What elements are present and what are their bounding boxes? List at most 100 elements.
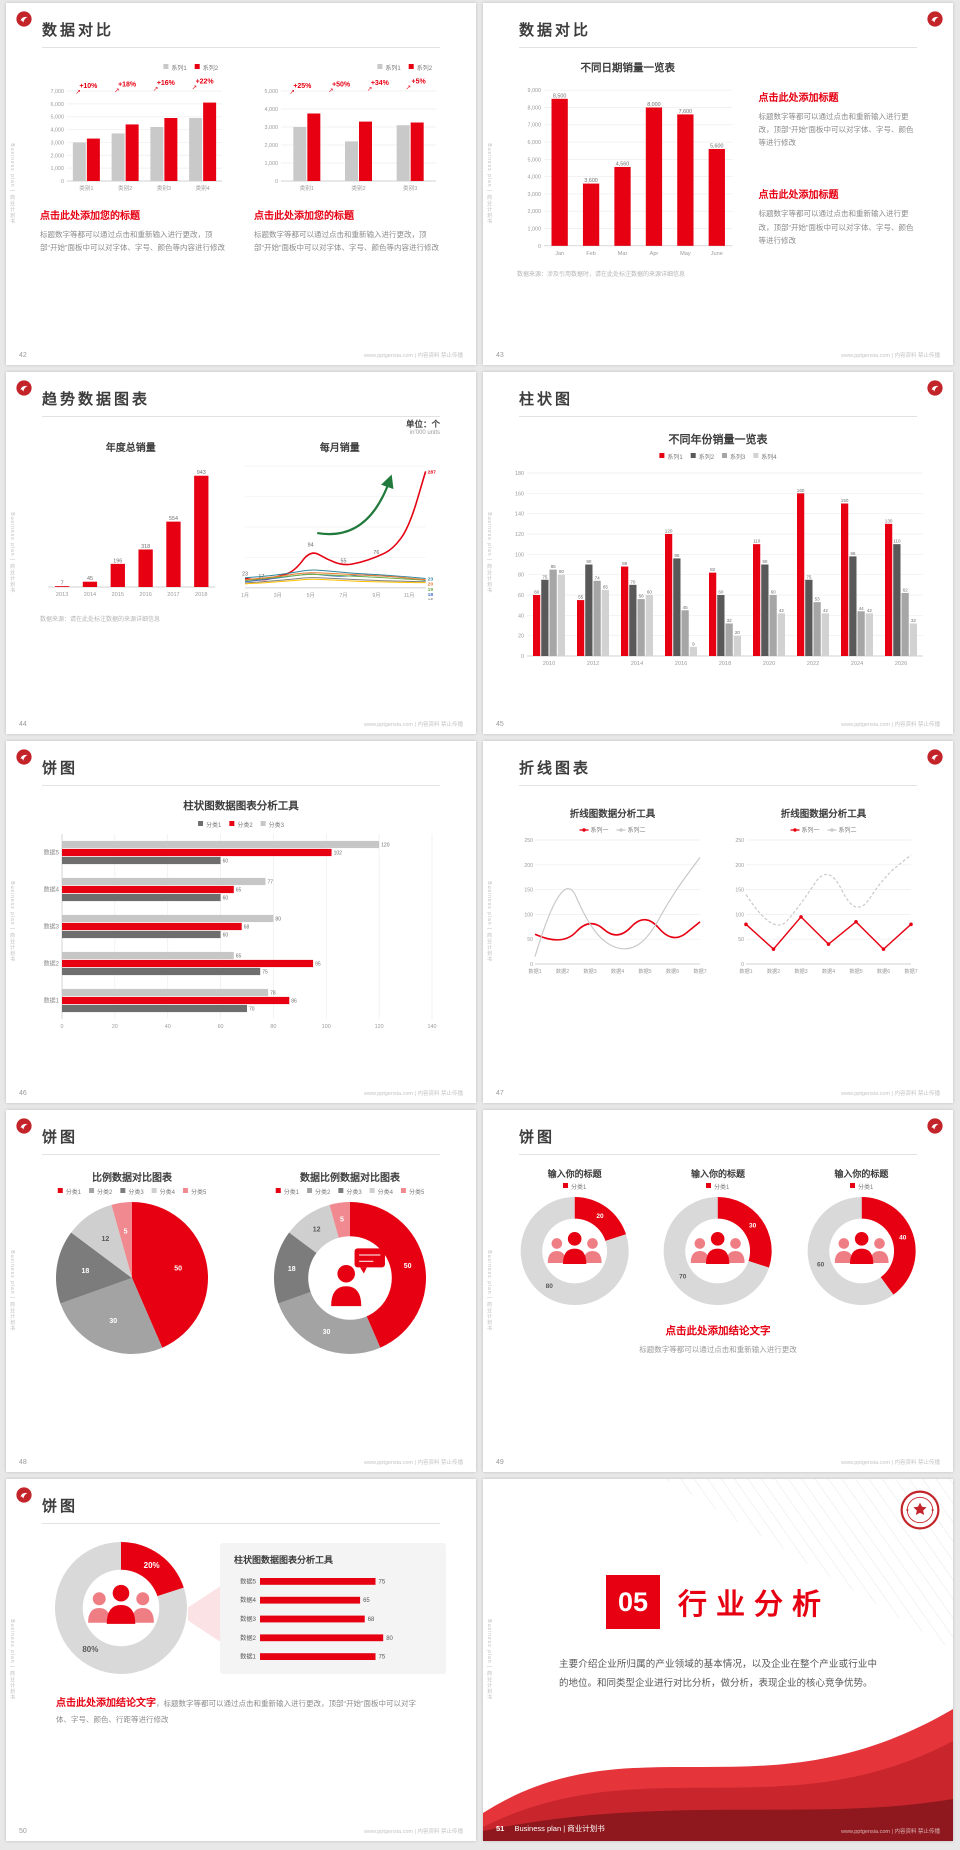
svg-text:2022: 2022 bbox=[807, 661, 819, 667]
svg-text:42: 42 bbox=[867, 608, 873, 613]
donut-chart-3: 分类1 40 60 bbox=[796, 1181, 927, 1309]
svg-text:85: 85 bbox=[551, 564, 557, 569]
svg-text:0: 0 bbox=[741, 962, 744, 968]
grouped-column-chart: 系列1 系列2 系列3 系列4 0 20 40 60 80 100 120 140 160 180 2010… bbox=[507, 451, 929, 669]
slide-title: 饼图 bbox=[42, 1498, 79, 1515]
svg-text:23: 23 bbox=[428, 577, 434, 583]
svg-text:+22%: +22% bbox=[196, 79, 215, 86]
svg-text:数据3: 数据3 bbox=[44, 923, 60, 931]
slide-45[interactable]: Business plan | 商业计划书 柱状图 不同年份销量一览表 系列1 系… bbox=[483, 372, 953, 734]
slide-number: 46 bbox=[19, 1090, 27, 1097]
slide-title: 饼图 bbox=[42, 1129, 79, 1146]
brand-logo-icon bbox=[16, 380, 32, 396]
svg-text:数据3: 数据3 bbox=[240, 1615, 256, 1623]
svg-text:2018: 2018 bbox=[719, 661, 731, 667]
data-source-note: 数据来源：涉及引用数据时，请在此处标注数据的来源详细信息 bbox=[517, 272, 686, 278]
donut-chart-1: 分类1 20 80 bbox=[509, 1181, 640, 1309]
caption-title: 点击此处添加您的标题 bbox=[254, 211, 354, 222]
svg-text:↗: ↗ bbox=[192, 85, 197, 92]
svg-text:0: 0 bbox=[61, 179, 64, 185]
svg-text:70: 70 bbox=[630, 579, 636, 584]
svg-text:86: 86 bbox=[291, 998, 297, 1004]
svg-text:150: 150 bbox=[735, 888, 744, 894]
svg-text:数据4: 数据4 bbox=[44, 886, 60, 894]
svg-text:0: 0 bbox=[538, 244, 541, 250]
svg-text:2026: 2026 bbox=[895, 661, 907, 667]
slide-49[interactable]: Business plan | 商业计划书 饼图 输入你的标题 分类1 20 80 … bbox=[483, 1110, 953, 1472]
slide-header: 数据对比 bbox=[519, 19, 917, 48]
svg-text:19: 19 bbox=[428, 587, 434, 593]
svg-text:140: 140 bbox=[428, 1024, 437, 1030]
svg-text:分类2: 分类2 bbox=[315, 1188, 331, 1196]
svg-text:45: 45 bbox=[683, 605, 689, 610]
slide-44[interactable]: Business plan | 商业计划书 趋势数据图表 单位：个 in'000… bbox=[6, 372, 476, 734]
svg-text:56: 56 bbox=[639, 594, 645, 599]
svg-text:↗: ↗ bbox=[75, 89, 80, 96]
svg-text:系列一: 系列一 bbox=[591, 826, 609, 834]
svg-text:65: 65 bbox=[363, 1598, 370, 1604]
chart-title: 不同年份销量一览表 bbox=[668, 434, 768, 446]
svg-text:数据2: 数据2 bbox=[767, 967, 780, 975]
svg-text:100: 100 bbox=[322, 1024, 331, 1030]
slide-50[interactable]: Business plan | 商业计划书 饼图 20% 80% 柱状图数据图表分… bbox=[6, 1479, 476, 1841]
svg-text:70: 70 bbox=[249, 1006, 255, 1012]
svg-text:分类3: 分类3 bbox=[346, 1188, 362, 1196]
svg-text:45: 45 bbox=[87, 576, 93, 582]
line-chart-right: 系列一 系列二 0 50 100 150 200 250 数据1 数据2 数据3 数据4 数据5 数据6 数… bbox=[728, 824, 919, 976]
svg-text:8,000: 8,000 bbox=[647, 102, 660, 108]
svg-text:数据5: 数据5 bbox=[849, 967, 862, 975]
svg-text:30: 30 bbox=[749, 1223, 757, 1230]
svg-text:90: 90 bbox=[586, 559, 592, 564]
svg-text:系列4: 系列4 bbox=[761, 453, 777, 461]
brand-logo-icon bbox=[927, 1118, 943, 1134]
red-wave-decor bbox=[483, 1709, 953, 1841]
slide-51[interactable]: Business plan | 商业计划书 05 行业分析 主要介绍企业所归属的… bbox=[483, 1479, 953, 1841]
svg-text:55: 55 bbox=[578, 595, 584, 600]
svg-text:5: 5 bbox=[124, 1228, 128, 1235]
svg-text:68: 68 bbox=[368, 1617, 375, 1623]
svg-text:110: 110 bbox=[753, 539, 761, 544]
svg-text:98: 98 bbox=[850, 551, 856, 556]
svg-text:2,000: 2,000 bbox=[265, 143, 279, 149]
slide-46[interactable]: Business plan | 商业计划书 饼图 柱状图数据图表分析工具 分类1… bbox=[6, 741, 476, 1103]
svg-text:数据3: 数据3 bbox=[583, 967, 596, 975]
svg-text:40: 40 bbox=[899, 1235, 907, 1242]
svg-text:7,000: 7,000 bbox=[51, 89, 65, 95]
slide-48[interactable]: Business plan | 商业计划书 饼图 比例数据对比图表 分类1 分类2… bbox=[6, 1110, 476, 1472]
svg-text:2016: 2016 bbox=[139, 592, 151, 598]
slide-42[interactable]: Business plan | 商业计划书 数据对比 系列1 系列2 0 1,000 2… bbox=[6, 3, 476, 365]
svg-text:120: 120 bbox=[381, 842, 390, 848]
sidebar-vertical-text: Business plan | 商业计划书 bbox=[9, 512, 15, 594]
slide-47[interactable]: Business plan | 商业计划书 折线图表 折线图数据分析工具 系列一… bbox=[483, 741, 953, 1103]
svg-text:12: 12 bbox=[313, 1226, 321, 1233]
svg-text:↗: ↗ bbox=[289, 89, 294, 96]
svg-text:250: 250 bbox=[524, 838, 533, 844]
slide-header: 饼图 bbox=[42, 757, 440, 786]
svg-text:0: 0 bbox=[521, 654, 524, 660]
section-description: 主要介绍企业所归属的产业领域的基本情况，以及企业在整个产业或行业中的地位。和同类… bbox=[559, 1659, 877, 1689]
svg-text:分类5: 分类5 bbox=[409, 1188, 425, 1196]
svg-text:80%: 80% bbox=[82, 1645, 98, 1654]
svg-text:分类4: 分类4 bbox=[160, 1188, 176, 1196]
chart-title: 折线图数据分析工具 bbox=[569, 809, 656, 820]
slide-footer: www.pptgensia.com | 内容资料 禁止传播 bbox=[364, 722, 463, 728]
slide-header: 饼图 bbox=[519, 1126, 917, 1155]
svg-text:数据7: 数据7 bbox=[904, 967, 917, 975]
svg-text:18: 18 bbox=[288, 1266, 296, 1273]
svg-text:80: 80 bbox=[386, 1635, 393, 1641]
svg-text:23: 23 bbox=[242, 572, 248, 578]
horizontal-bar-chart: 分类1 分类2 分类3 0 20 40 60 80 100 120 140 数据5 120 102 60 数据… bbox=[36, 819, 446, 1031]
svg-text:75: 75 bbox=[379, 1654, 386, 1660]
slide-43[interactable]: Business plan | 商业计划书 数据对比 不同日期销量一览表 0 1,… bbox=[483, 3, 953, 365]
donut-chart: 分类1 分类2 分类3 分类4 分类5 50 30 18 12 5 bbox=[254, 1186, 446, 1358]
donut-chart: 20% 80% bbox=[36, 1538, 206, 1678]
svg-text:分类1: 分类1 bbox=[858, 1183, 874, 1191]
svg-text:60: 60 bbox=[223, 895, 229, 901]
svg-text:分类2: 分类2 bbox=[237, 821, 253, 829]
emblem-logo-icon bbox=[899, 1489, 941, 1531]
svg-text:9: 9 bbox=[692, 641, 695, 646]
caption-body: 标题数字等都可以通过点击和重新输入进行更改，顶部“开始”面板中可以对字体、字号、… bbox=[40, 230, 225, 253]
svg-text:60: 60 bbox=[534, 590, 540, 595]
donut-chart-2: 分类1 30 70 bbox=[652, 1181, 783, 1309]
